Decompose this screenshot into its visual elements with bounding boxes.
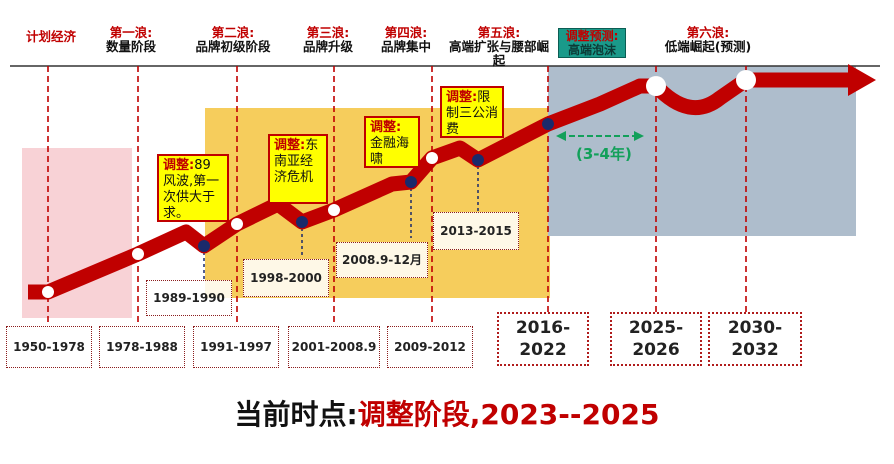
- wave-5-title: 第五浪: 高端扩张与腰部崛起: [444, 26, 554, 68]
- wave-2-name: 第二浪:: [211, 25, 255, 40]
- adjust-period-2013: 2013-2015: [433, 212, 519, 250]
- adjust-forecast-name: 调整预测:: [565, 29, 619, 43]
- period-text: 2001-2008.9: [291, 339, 377, 354]
- duration-arrow-left: [556, 131, 566, 141]
- adjust-period-text: 2008.9-12月: [342, 252, 422, 267]
- period-text: 2030-2032: [727, 318, 783, 360]
- adjust-note-key: 调整:: [370, 120, 402, 135]
- wave-4-desc: 品牌集中: [380, 39, 431, 54]
- adjust-forecast-title: 调整预测: 高端泡沫: [558, 28, 626, 58]
- adjust-period-text: 1998-2000: [250, 270, 322, 285]
- period-2016: 2016-2022: [497, 312, 589, 366]
- adjust-note-text: 东南亚经济危机: [274, 138, 319, 185]
- wave-3-name: 第三浪:: [306, 25, 350, 40]
- wave-5-name: 第五浪:: [477, 25, 521, 40]
- adjust-note-text: 限制三公消费: [446, 90, 499, 137]
- adjust-period-1998: 1998-2000: [243, 259, 329, 297]
- period-2025: 2025-2026: [610, 312, 702, 366]
- wave-2-title: 第二浪: 品牌初级阶段: [194, 26, 272, 54]
- wave-1-title: 第一浪: 数量阶段: [96, 26, 166, 54]
- period-2001: 2001-2008.9: [288, 326, 380, 368]
- adjust-note-2008: 调整:金融海啸: [364, 116, 420, 168]
- wave-6-name: 第六浪:: [686, 25, 730, 40]
- adjust-note-key: 调整:: [274, 138, 306, 153]
- current-point-caption: 当前时点:调整阶段,2023--2025: [0, 398, 894, 432]
- adjust-period-text: 1989-1990: [153, 290, 225, 305]
- period-2030: 2030-2032: [708, 312, 802, 366]
- peak-nodes: [42, 70, 756, 298]
- current-point-value: 调整阶段,2023--2025: [357, 398, 660, 431]
- wave-3-title: 第三浪: 品牌升级: [296, 26, 360, 54]
- period-1978: 1978-1988: [99, 326, 185, 368]
- wave-6-title: 第六浪: 低端崛起(预测): [648, 26, 768, 54]
- adjust-note-text: 金融海啸: [370, 136, 410, 167]
- wave-5-desc: 高端扩张与腰部崛起: [448, 39, 549, 68]
- current-point-key: 当前时点:: [234, 398, 358, 431]
- period-1991: 1991-1997: [193, 326, 279, 368]
- trough-nodes: [198, 118, 554, 252]
- planned-economy-label: 计划经济: [26, 29, 77, 44]
- adjust-forecast-desc: 高端泡沫: [567, 43, 616, 57]
- period-text: 2016-2022: [515, 318, 571, 360]
- wave-6-desc: 低端崛起(预测): [664, 39, 752, 54]
- wave-1-desc: 数量阶段: [105, 39, 156, 54]
- wave-3-desc: 品牌升级: [302, 39, 353, 54]
- adjust-period-text: 2013-2015: [440, 223, 512, 238]
- adjust-note-2013: 调整:限制三公消费: [440, 86, 504, 138]
- wave-2-desc: 品牌初级阶段: [195, 39, 271, 54]
- duration-arrow-right: [634, 131, 644, 141]
- adjust-note-text: 89风波,第一次供大于求。: [163, 158, 220, 221]
- period-2009: 2009-2012: [387, 326, 473, 368]
- wave-1-name: 第一浪:: [109, 25, 153, 40]
- period-text: 1978-1988: [106, 339, 178, 354]
- blue-zone: [548, 66, 856, 236]
- period-1950: 1950-1978: [6, 326, 92, 368]
- adjust-note-1998: 调整:东南亚经济危机: [268, 134, 328, 204]
- arrow-head: [848, 64, 876, 96]
- period-text: 1991-1997: [200, 339, 272, 354]
- adjust-period-1989: 1989-1990: [146, 280, 232, 316]
- adjust-period-2008: 2008.9-12月: [336, 242, 428, 278]
- wave-4-name: 第四浪:: [384, 25, 428, 40]
- period-text: 2009-2012: [394, 339, 466, 354]
- period-text: 1950-1978: [13, 339, 85, 354]
- adjust-note-1989: 调整:89风波,第一次供大于求。: [157, 154, 229, 222]
- guide-lines: [47, 66, 747, 326]
- adjust-note-key: 调整:: [446, 90, 478, 105]
- wave-4-title: 第四浪: 品牌集中: [374, 26, 438, 54]
- duration-label: (3-4年): [576, 145, 632, 163]
- period-text: 2025-2026: [628, 318, 684, 360]
- adjust-note-key: 调整:: [163, 158, 195, 173]
